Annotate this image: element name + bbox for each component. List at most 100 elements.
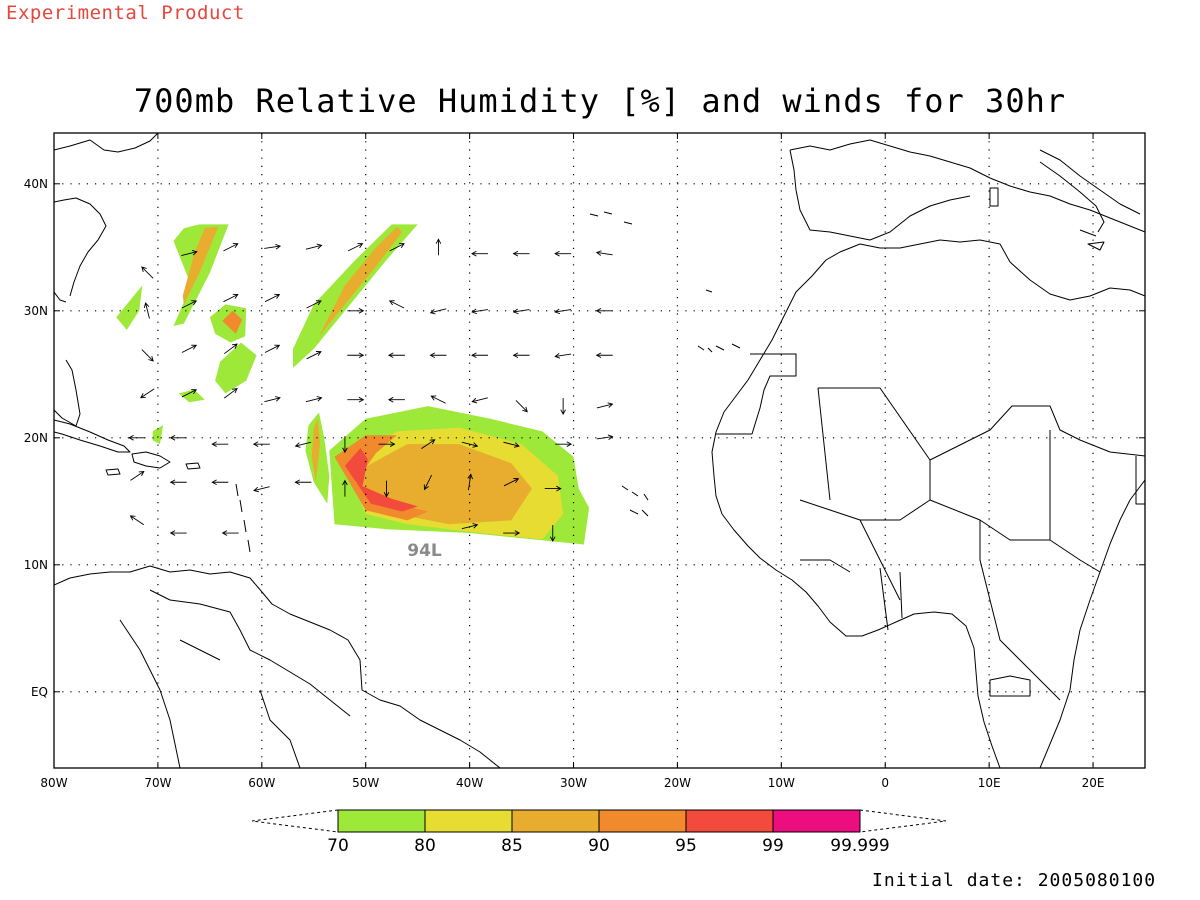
colorbar-level-label: 99.999 [830,836,889,856]
wind-arrow [383,480,390,498]
wind-arrow [429,352,447,359]
colorbar-swatch [511,809,600,833]
humidity-region [293,224,418,368]
experimental-product-label: Experimental Product [6,2,245,24]
lon-tick-label: 40W [456,776,483,790]
north-america-coast [54,133,159,427]
humidity-region [173,224,229,326]
wind-arrow [347,396,365,403]
wind-arrow [512,250,530,257]
lon-tick-label: 20E [1082,776,1105,790]
africa-coast [711,239,1145,768]
jamaica-outline [105,468,121,476]
wind-arrow [596,434,614,440]
italy-outline [1039,161,1105,237]
wind-arrow [128,435,146,441]
sardinia-outline [989,187,999,207]
lon-tick-label: 10E [978,776,1001,790]
sicily-outline [1087,241,1105,251]
wind-arrow [471,250,489,257]
cape-verde-islands [621,485,649,517]
wind-arrow [389,243,405,252]
wind-arrow [503,530,521,536]
wind-arrow [515,400,528,413]
wind-arrow [306,351,322,360]
wind-arrow [471,397,488,404]
lon-tick-label: 10W [768,776,795,790]
wind-arrow [129,515,145,526]
lon-tick-label: 0 [881,776,889,790]
humidity-region [152,425,164,445]
wind-arrow [342,436,348,454]
colorbar-level-label: 90 [588,836,610,856]
wind-arrow [421,439,436,449]
wind-arrow [471,308,488,315]
coastlines [54,133,1145,768]
azores-islands [589,211,633,225]
chart-title: 700mb Relative Humidity [%] and winds fo… [133,82,1067,120]
wind-arrow [347,308,365,314]
wind-arrow [387,352,405,359]
wind-arrow [467,473,473,491]
colorbar-swatch [337,809,426,833]
cuba-outline [54,419,131,453]
wind-arrow [169,435,187,441]
wind-arrow [211,441,229,447]
wind-arrow [595,352,613,359]
humidity-region [116,285,143,330]
map-frame [53,132,1146,769]
wind-arrow [223,243,239,252]
lon-tick-label: 80W [40,776,67,790]
wind-arrow [305,243,323,250]
lat-tick-label: 40N [24,177,48,191]
lat-tick-label: 10N [24,558,48,572]
wind-arrow [294,441,312,448]
wind-arrow [169,530,187,536]
wind-arrow [223,343,238,355]
humidity-region [178,389,205,403]
wind-arrow [555,441,573,447]
lat-tick-label: 30N [24,304,48,318]
wind-arrow [435,238,442,256]
initial-date: Initial date: 2005080100 [872,870,1157,891]
wind-arrow [130,470,145,481]
madeira-islands [705,289,713,293]
lon-tick-label: 70W [144,776,171,790]
wind-arrow [181,300,198,309]
wind-arrow [461,441,479,448]
wind-arrow [554,353,572,359]
wind-arrow [430,395,446,404]
south-america-coast [54,565,501,768]
wind-arrow [141,266,154,279]
wind-arrow [461,523,479,530]
colorbar-level-label: 99 [762,836,784,856]
lat-tick-label: 20N [24,431,48,445]
humidity-region [182,227,219,305]
wind-arrow [253,486,270,493]
wind-arrow [143,302,150,319]
wind-arrow [169,479,187,486]
wind-arrow [342,479,348,497]
wind-arrow [388,300,405,309]
humidity-region [311,418,320,483]
lon-tick-label: 60W [248,776,275,790]
wind-arrow [549,525,556,542]
colorbar-level-label: 95 [675,836,697,856]
wind-arrow [223,387,238,399]
wind-arrow [305,396,323,403]
wind-arrow [387,396,405,403]
axis-ticks: 80W 70W 60W 50W 40W 30W 20W 10W 0 10E 20E 40N 30N 20N… [24,133,1145,790]
humidity-layer [116,224,590,545]
wind-arrow [595,308,613,314]
wind-arrow [429,308,447,315]
wind-arrow [512,352,530,359]
wind-vectors [128,238,614,542]
wind-arrow [264,243,282,250]
humidity-region [222,310,243,334]
colorbar-high-extension [859,809,947,833]
south-america-interior [119,589,351,768]
wind-arrow [223,293,239,303]
wind-arrow [347,352,365,359]
wind-arrow [264,396,281,403]
